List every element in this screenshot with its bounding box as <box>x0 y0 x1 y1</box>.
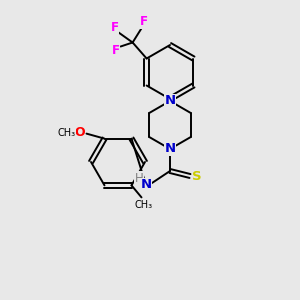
Text: S: S <box>192 169 202 182</box>
Text: H: H <box>135 172 143 184</box>
Text: F: F <box>111 21 119 34</box>
Text: N: N <box>164 142 175 155</box>
Text: F: F <box>112 44 120 57</box>
Text: CH₃: CH₃ <box>134 200 153 210</box>
Text: N: N <box>164 94 175 107</box>
Text: N: N <box>140 178 152 191</box>
Text: O: O <box>74 126 85 139</box>
Text: F: F <box>140 15 148 28</box>
Text: CH₃: CH₃ <box>57 128 76 138</box>
